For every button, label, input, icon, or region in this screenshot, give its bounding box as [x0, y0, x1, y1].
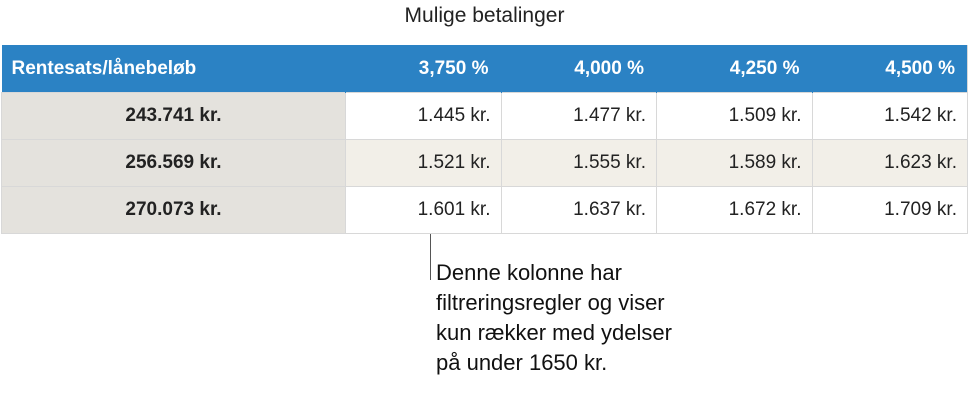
callout-line: filtreringsregler og viser [436, 290, 665, 315]
header-cell-rate-4: 4,500 % [812, 45, 968, 93]
row-header-cell: 243.741 kr. [1, 92, 346, 140]
payment-cell: 1.672 kr. [656, 186, 813, 234]
table-title: Mulige betalinger [404, 4, 565, 27]
payment-cell: 1.521 kr. [345, 139, 502, 187]
callout-line: på under 1650 kr. [436, 350, 608, 375]
header-cell-rate-amount: Rentesats/lånebeløb [1, 45, 346, 93]
payment-cell: 1.509 kr. [656, 92, 813, 140]
payment-cell: 1.589 kr. [656, 139, 813, 187]
payment-cell: 1.623 kr. [812, 139, 968, 187]
table-row: 256.569 kr. 1.521 kr. 1.555 kr. 1.589 kr… [1, 139, 968, 187]
payment-cell: 1.637 kr. [501, 186, 657, 234]
payment-cell: 1.555 kr. [501, 139, 657, 187]
payment-cell: 1.601 kr. [345, 186, 502, 234]
payment-cell: 1.542 kr. [812, 92, 968, 140]
header-cell-rate-3: 4,250 % [656, 45, 813, 93]
callout-leader-line [430, 234, 431, 280]
row-header-cell: 256.569 kr. [1, 139, 346, 187]
row-header-cell: 270.073 kr. [1, 186, 346, 234]
callout-text: Denne kolonne har filtreringsregler og v… [436, 258, 836, 378]
table-row: 270.073 kr. 1.601 kr. 1.637 kr. 1.672 kr… [1, 186, 968, 234]
callout-line: kun rækker med ydelser [436, 320, 672, 345]
header-row: Rentesats/lånebeløb 3,750 % 4,000 % 4,25… [1, 45, 968, 93]
payment-cell: 1.709 kr. [812, 186, 968, 234]
callout-line: Denne kolonne har [436, 260, 622, 285]
payments-table: Rentesats/lånebeløb 3,750 % 4,000 % 4,25… [1, 45, 968, 234]
table-row: 243.741 kr. 1.445 kr. 1.477 kr. 1.509 kr… [1, 92, 968, 140]
header-cell-rate-2: 4,000 % [501, 45, 657, 93]
payment-cell: 1.445 kr. [345, 92, 502, 140]
payment-cell: 1.477 kr. [501, 92, 657, 140]
header-cell-rate-1: 3,750 % [345, 45, 502, 93]
